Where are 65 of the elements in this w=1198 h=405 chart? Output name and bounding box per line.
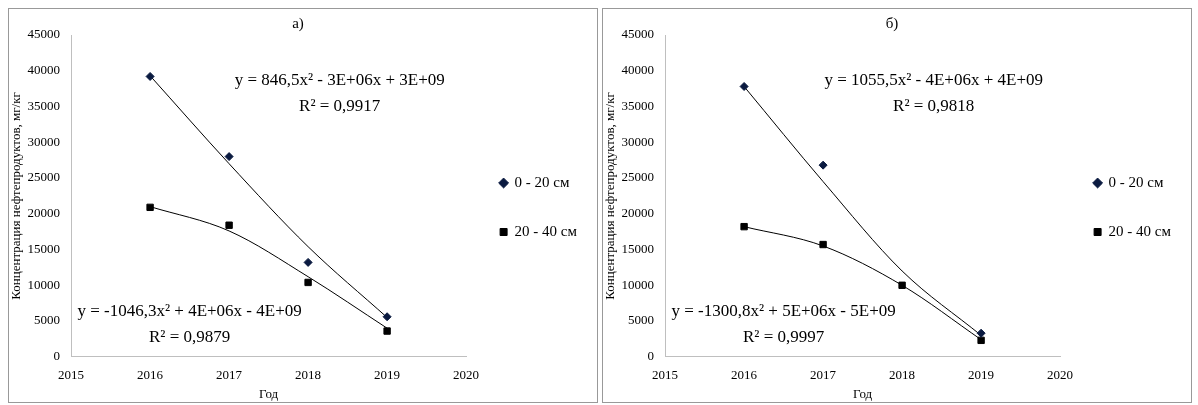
annotation: y = -1300,8x² + 5E+06x - 5E+09 <box>671 301 896 321</box>
y-tick-label: 40000 <box>27 62 61 78</box>
x-axis-title: Год <box>259 385 279 401</box>
point <box>898 281 906 289</box>
x-tick-label: 2020 <box>453 367 480 383</box>
chart-title: б) <box>885 14 899 32</box>
y-tick-label: 5000 <box>34 312 61 328</box>
y-axis-title: Концентрация нефтепродуктов, мг/кг <box>8 92 24 300</box>
legend-label: 0 - 20 см <box>1108 173 1165 190</box>
y-tick-label: 45000 <box>27 26 61 42</box>
point <box>225 221 233 229</box>
point <box>146 203 154 212</box>
y-tick-label: 10000 <box>27 276 61 292</box>
y-tick-label: 25000 <box>27 169 61 185</box>
annotation: R² = 0,9879 <box>148 327 231 347</box>
legend-label: 0 - 20 см <box>514 173 571 190</box>
x-tick-label: 2016 <box>731 367 758 383</box>
annotation: R² = 0,9818 <box>893 95 975 115</box>
x-tick-label: 2019 <box>374 367 401 383</box>
point <box>383 327 391 335</box>
y-tick-label: 30000 <box>27 133 61 149</box>
y-tick-label: 10000 <box>621 276 655 292</box>
annotation: R² = 0,9997 <box>742 327 825 347</box>
x-tick-label: 2020 <box>1047 367 1074 383</box>
x-tick-label: 2015 <box>58 367 85 383</box>
y-axis-title: Концентрация нефтепродуктов, мг/кг <box>602 92 618 300</box>
y-tick-label: 20000 <box>27 205 61 221</box>
y-tick-label: 0 <box>647 348 655 364</box>
y-tick-label: 35000 <box>621 97 655 113</box>
point <box>145 71 155 81</box>
y-tick-label: 30000 <box>621 133 655 149</box>
point <box>304 278 312 287</box>
y-tick-label: 5000 <box>628 312 655 328</box>
point <box>303 257 313 267</box>
x-tick-label: 2016 <box>137 367 164 383</box>
point <box>818 160 828 170</box>
point <box>977 336 985 345</box>
x-tick-label: 2017 <box>216 367 243 383</box>
annotation: y = 1055,5x² - 4E+06x + 4E+09 <box>824 69 1044 89</box>
annotation: R² = 0,9917 <box>299 95 381 115</box>
point <box>739 81 749 91</box>
point <box>382 312 392 322</box>
chart-title: а) <box>292 14 304 32</box>
y-tick-label: 0 <box>53 348 61 364</box>
x-tick-label: 2018 <box>295 367 322 383</box>
y-tick-label: 15000 <box>27 240 61 256</box>
point <box>976 328 986 338</box>
y-tick-label: 35000 <box>27 97 61 113</box>
point <box>819 240 827 249</box>
x-tick-label: 2019 <box>968 367 995 383</box>
point <box>740 222 748 231</box>
x-tick-label: 2018 <box>889 367 916 383</box>
y-tick-label: 45000 <box>621 26 655 42</box>
point <box>224 152 234 162</box>
legend-label: 20 - 40 см <box>514 222 578 239</box>
y-tick-label: 40000 <box>621 62 655 78</box>
y-tick-label: 20000 <box>621 205 655 221</box>
annotation: y = -1046,3x² + 4E+06x - 4E+09 <box>77 301 302 321</box>
y-tick-label: 25000 <box>621 169 655 185</box>
x-tick-label: 2015 <box>652 367 679 383</box>
x-axis-title: Год <box>853 385 873 401</box>
x-tick-label: 2017 <box>810 367 837 383</box>
y-tick-label: 15000 <box>621 240 655 256</box>
annotation: y = 846,5x² - 3E+06x + 3E+09 <box>234 69 445 89</box>
legend-label: 20 - 40 см <box>1108 222 1172 239</box>
